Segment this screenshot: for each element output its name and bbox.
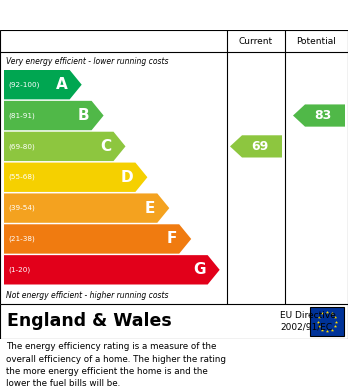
Text: (39-54): (39-54) — [8, 205, 35, 212]
Text: 69: 69 — [251, 140, 269, 153]
Polygon shape — [4, 70, 82, 99]
Text: D: D — [121, 170, 133, 185]
Polygon shape — [4, 163, 148, 192]
Text: (81-91): (81-91) — [8, 112, 35, 119]
Text: E: E — [145, 201, 155, 215]
Bar — [310, 307, 344, 336]
Polygon shape — [230, 135, 282, 158]
Text: B: B — [78, 108, 89, 123]
Polygon shape — [4, 224, 191, 254]
Polygon shape — [293, 104, 345, 127]
Polygon shape — [4, 255, 220, 285]
Text: G: G — [193, 262, 206, 277]
Polygon shape — [4, 101, 104, 130]
Text: EU Directive
2002/91/EC: EU Directive 2002/91/EC — [280, 311, 336, 332]
Text: (21-38): (21-38) — [8, 236, 35, 242]
Text: (69-80): (69-80) — [8, 143, 35, 150]
Text: 83: 83 — [314, 109, 332, 122]
Text: F: F — [167, 231, 177, 246]
Text: Energy Efficiency Rating: Energy Efficiency Rating — [8, 7, 210, 23]
Text: (55-68): (55-68) — [8, 174, 35, 181]
Text: Very energy efficient - lower running costs: Very energy efficient - lower running co… — [6, 57, 168, 66]
Text: Potential: Potential — [296, 36, 337, 45]
Text: (92-100): (92-100) — [8, 81, 39, 88]
Text: A: A — [56, 77, 68, 92]
Text: England & Wales: England & Wales — [7, 312, 172, 330]
Text: (1-20): (1-20) — [8, 267, 30, 273]
Text: Current: Current — [239, 36, 273, 45]
Text: The energy efficiency rating is a measure of the
overall efficiency of a home. T: The energy efficiency rating is a measur… — [6, 342, 226, 389]
Polygon shape — [4, 132, 126, 161]
Polygon shape — [4, 194, 169, 223]
Text: C: C — [100, 139, 111, 154]
Text: Not energy efficient - higher running costs: Not energy efficient - higher running co… — [6, 291, 168, 300]
